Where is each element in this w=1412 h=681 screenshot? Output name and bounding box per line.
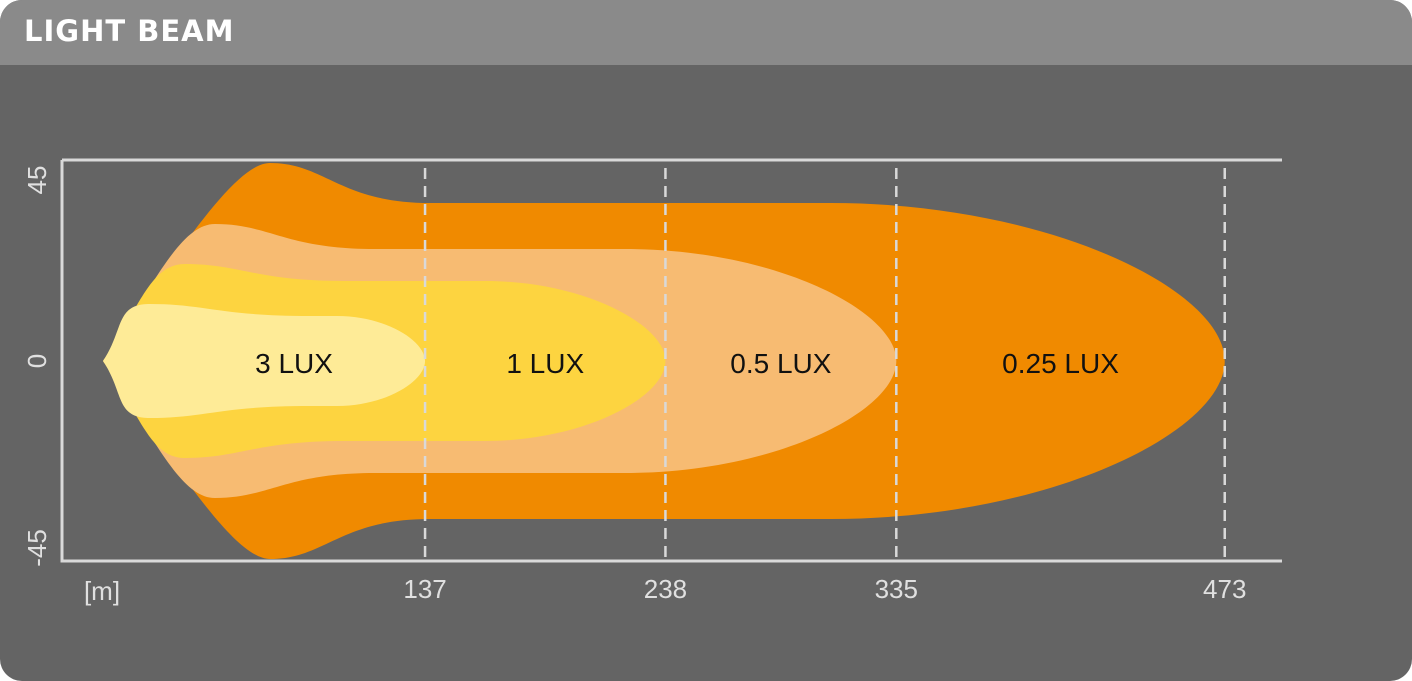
x-axis-label: [m] [84, 576, 120, 606]
header-bar: LIGHT BEAM [0, 0, 1412, 65]
zone-label: 0.5 LUX [730, 348, 831, 379]
axes-frame [60, 160, 1282, 563]
y-tick-label: 45 [22, 166, 52, 195]
x-tick-label: 238 [644, 574, 687, 604]
x-tick-label: 137 [403, 574, 446, 604]
page-title: LIGHT BEAM [24, 14, 235, 48]
zone-label: 3 LUX [255, 348, 333, 379]
x-tick-label: 335 [875, 574, 918, 604]
x-tick-label: 473 [1203, 574, 1246, 604]
zone-label: 1 LUX [506, 348, 584, 379]
beam-zone-3-lux [103, 304, 426, 418]
y-tick-label: 0 [22, 354, 52, 368]
y-tick-label: -45 [22, 529, 52, 567]
zone-label: 0.25 LUX [1002, 348, 1119, 379]
